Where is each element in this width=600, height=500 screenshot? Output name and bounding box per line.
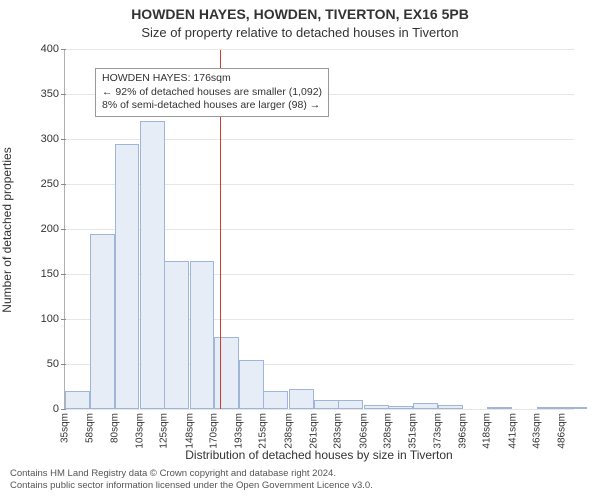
footer-line-1: Contains HM Land Registry data © Crown c… xyxy=(10,468,336,479)
annotation-line: ← 92% of detached houses are smaller (1,… xyxy=(102,86,322,100)
x-tick-label: 441sqm xyxy=(507,409,518,449)
histogram-bar xyxy=(239,360,264,410)
plot-area: 05010015020025030035040035sqm58sqm80sqm1… xyxy=(64,50,574,410)
histogram-bar xyxy=(164,261,189,410)
x-tick-label: 463sqm xyxy=(531,409,542,449)
annotation-box: HOWDEN HAYES: 176sqm← 92% of detached ho… xyxy=(95,68,329,117)
x-tick-label: 215sqm xyxy=(258,409,269,449)
x-tick-label: 58sqm xyxy=(85,409,96,443)
histogram-bar xyxy=(263,391,288,409)
histogram-bar xyxy=(314,400,339,409)
x-tick-label: 373sqm xyxy=(432,409,443,449)
x-tick-label: 103sqm xyxy=(134,409,145,449)
y-tick-label: 300 xyxy=(41,133,65,145)
y-tick-label: 350 xyxy=(41,88,65,100)
x-tick-label: 148sqm xyxy=(184,409,195,449)
footer-attribution: Contains HM Land Registry data © Crown c… xyxy=(10,468,590,492)
histogram-bar xyxy=(190,261,215,410)
y-tick-label: 200 xyxy=(41,223,65,235)
x-tick-label: 396sqm xyxy=(458,409,469,449)
chart-container: HOWDEN HAYES, HOWDEN, TIVERTON, EX16 5PB… xyxy=(0,0,600,500)
gridline-h xyxy=(65,49,574,50)
histogram-bar xyxy=(115,144,140,410)
x-tick-label: 418sqm xyxy=(482,409,493,449)
annotation-line: 8% of semi-detached houses are larger (9… xyxy=(102,99,322,113)
x-tick-label: 328sqm xyxy=(383,409,394,449)
y-tick-label: 150 xyxy=(41,268,65,280)
x-tick-label: 486sqm xyxy=(557,409,568,449)
x-tick-label: 170sqm xyxy=(208,409,219,449)
x-tick-label: 351sqm xyxy=(408,409,419,449)
histogram-bar xyxy=(214,337,239,409)
x-tick-label: 125sqm xyxy=(159,409,170,449)
chart-title-sub: Size of property relative to detached ho… xyxy=(0,25,600,40)
y-tick-label: 50 xyxy=(47,358,65,370)
histogram-bar xyxy=(289,389,314,409)
chart-title-main: HOWDEN HAYES, HOWDEN, TIVERTON, EX16 5PB xyxy=(0,6,600,22)
y-tick-label: 100 xyxy=(41,313,65,325)
x-tick-label: 80sqm xyxy=(109,409,120,443)
histogram-bar xyxy=(90,234,115,410)
histogram-bar xyxy=(65,391,90,409)
x-tick-label: 261sqm xyxy=(309,409,320,449)
x-tick-label: 238sqm xyxy=(283,409,294,449)
y-axis-label: Number of detached properties xyxy=(0,50,20,410)
histogram-bar xyxy=(140,121,165,409)
x-tick-label: 306sqm xyxy=(358,409,369,449)
x-tick-label: 35sqm xyxy=(60,409,71,443)
x-tick-label: 193sqm xyxy=(234,409,245,449)
histogram-bar xyxy=(338,400,363,409)
x-axis-label: Distribution of detached houses by size … xyxy=(64,448,574,462)
x-tick-label: 283sqm xyxy=(333,409,344,449)
y-tick-label: 250 xyxy=(41,178,65,190)
footer-line-2: Contains public sector information licen… xyxy=(10,480,373,491)
annotation-line: HOWDEN HAYES: 176sqm xyxy=(102,72,322,86)
y-tick-label: 400 xyxy=(41,43,65,55)
